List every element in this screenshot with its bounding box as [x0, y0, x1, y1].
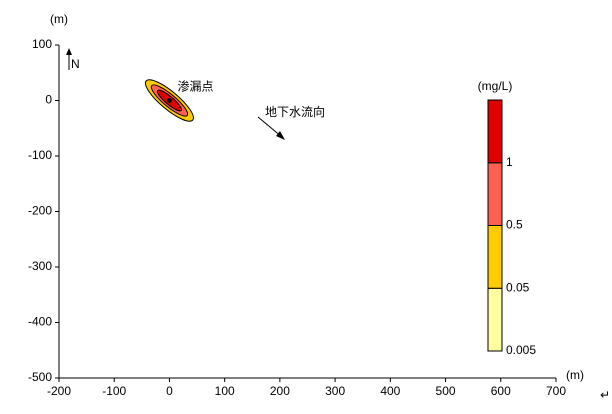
- colorbar-segment: [487, 99, 503, 164]
- colorbar-segment: [487, 287, 503, 352]
- colorbar-tick-label: 0.005: [506, 343, 536, 357]
- y-tick-label: 0: [45, 93, 52, 107]
- x-tick-label: -200: [47, 384, 71, 398]
- x-tick-label: 500: [436, 384, 456, 398]
- source-point: [166, 98, 172, 103]
- colorbar-tick-label: 0.05: [506, 280, 530, 294]
- colorbar-segment: [487, 225, 503, 289]
- flow-label: 地下水流向: [265, 104, 325, 119]
- colorbar-tick-label: 0.5: [506, 218, 523, 232]
- x-tick-label: 600: [491, 384, 511, 398]
- y-unit: (m): [50, 12, 68, 26]
- flow-arrow-head: [276, 131, 285, 140]
- x-tick-label: 400: [380, 384, 400, 398]
- y-tick-label: 100: [32, 37, 52, 51]
- y-tick-label: -200: [28, 204, 52, 218]
- y-tick-label: -100: [28, 148, 52, 162]
- source-label: 渗漏点: [177, 79, 213, 94]
- colorbar-segment: [487, 162, 503, 226]
- x-tick-label: 200: [270, 384, 290, 398]
- y-tick-label: -400: [28, 315, 52, 329]
- x-tick-label: -100: [102, 384, 126, 398]
- north-label: N: [71, 57, 80, 71]
- x-tick-label: 300: [325, 384, 345, 398]
- x-unit: (m): [566, 368, 584, 382]
- y-tick-label: -500: [28, 370, 52, 384]
- x-tick-label: 0: [166, 384, 173, 398]
- end-mark: ↵: [600, 388, 610, 402]
- y-tick-label: -300: [28, 259, 52, 273]
- colorbar-label: (mg/L): [478, 79, 513, 93]
- x-tick-label: 100: [215, 384, 235, 398]
- north-arrow-head: [66, 48, 72, 55]
- colorbar-tick-label: 1: [506, 155, 513, 169]
- x-tick-label: 700: [546, 384, 566, 398]
